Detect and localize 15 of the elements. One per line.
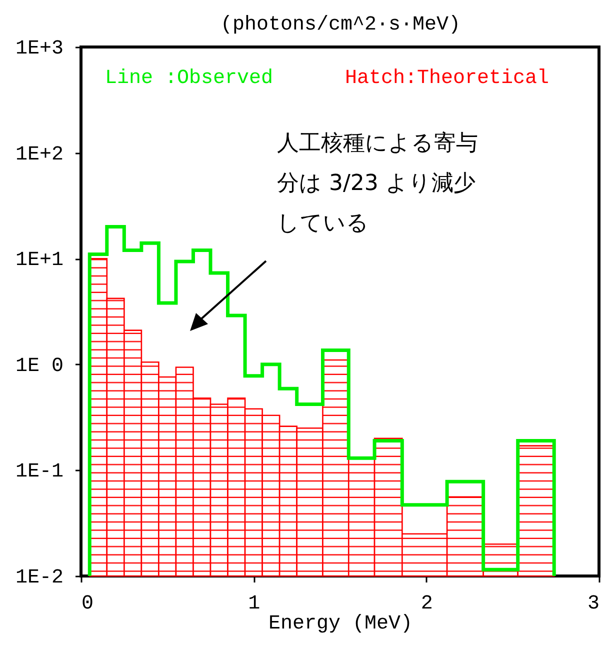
annotation: 人工核種による寄与分は 3/23 より減少している (277, 130, 479, 238)
x-axis-title: Energy (MeV) (268, 612, 413, 636)
y-tick-label: 1E+3 (15, 38, 64, 60)
x-tick-label: 3 (587, 592, 600, 616)
text: Hatch:Theoretical (345, 67, 550, 90)
x-tick-label: 2 (420, 592, 433, 616)
y-axis-title: (photons/cm^2·s·MeV) (220, 14, 461, 36)
y-tick-label: 1E-1 (15, 460, 64, 484)
x-tick-label: 0 (82, 592, 94, 616)
text: Line :Observed (105, 67, 274, 90)
y-tick-label: 1E+1 (15, 249, 64, 272)
y-tick-label: 1E 0 (15, 354, 64, 378)
y-tick-label: 1E-2 (15, 566, 64, 590)
y-tick-label: 1E+2 (15, 143, 64, 166)
x-tick-label: 1 (248, 592, 260, 616)
